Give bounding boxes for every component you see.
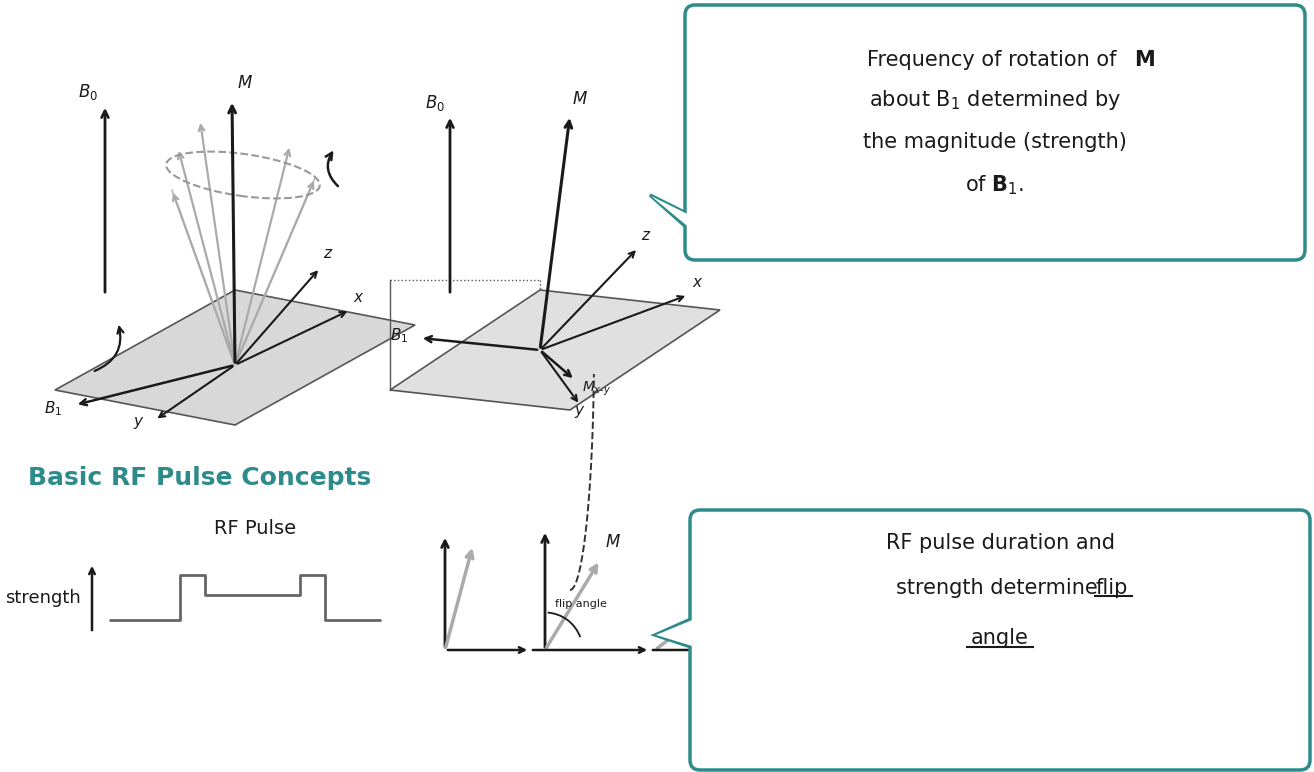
Text: RF pulse duration and: RF pulse duration and [886, 533, 1114, 553]
Text: angle: angle [971, 628, 1029, 648]
Text: $M$: $M$ [604, 533, 622, 551]
Text: $y$: $y$ [574, 404, 586, 420]
Text: flip: flip [1095, 578, 1127, 598]
Text: Basic RF Pulse Concepts: Basic RF Pulse Concepts [28, 466, 372, 490]
Text: $y$: $y$ [134, 415, 145, 431]
Text: $z$: $z$ [323, 246, 334, 261]
Text: $B_0$: $B_0$ [424, 93, 445, 113]
Text: flip angle: flip angle [555, 599, 607, 609]
Text: $z$: $z$ [641, 228, 652, 243]
Text: of $\mathbf{B}_1$.: of $\mathbf{B}_1$. [966, 173, 1025, 197]
Text: $M$: $M$ [572, 90, 587, 108]
Text: $B_0$: $B_0$ [78, 82, 99, 102]
Text: strength: strength [5, 589, 80, 607]
Polygon shape [650, 195, 731, 235]
Polygon shape [650, 196, 728, 234]
Text: RF Pulse: RF Pulse [214, 519, 296, 537]
Text: strength determine: strength determine [896, 578, 1104, 598]
Polygon shape [390, 290, 720, 410]
Text: about B$_1$ determined by: about B$_1$ determined by [869, 88, 1121, 112]
Text: $B_1$: $B_1$ [43, 399, 62, 418]
Text: the magnitude (strength): the magnitude (strength) [863, 132, 1127, 152]
FancyBboxPatch shape [685, 5, 1305, 260]
Polygon shape [656, 616, 702, 649]
FancyBboxPatch shape [690, 510, 1310, 770]
Text: $x$: $x$ [692, 275, 703, 290]
Text: $x$: $x$ [353, 290, 364, 305]
Text: $M_{x\text{-}y}$: $M_{x\text{-}y}$ [582, 380, 611, 398]
Text: Frequency of rotation of: Frequency of rotation of [867, 50, 1123, 70]
Polygon shape [55, 290, 415, 425]
Text: $B_1$: $B_1$ [390, 326, 409, 345]
Text: M: M [1134, 50, 1155, 70]
Polygon shape [654, 615, 700, 650]
Text: $M$: $M$ [237, 74, 252, 92]
